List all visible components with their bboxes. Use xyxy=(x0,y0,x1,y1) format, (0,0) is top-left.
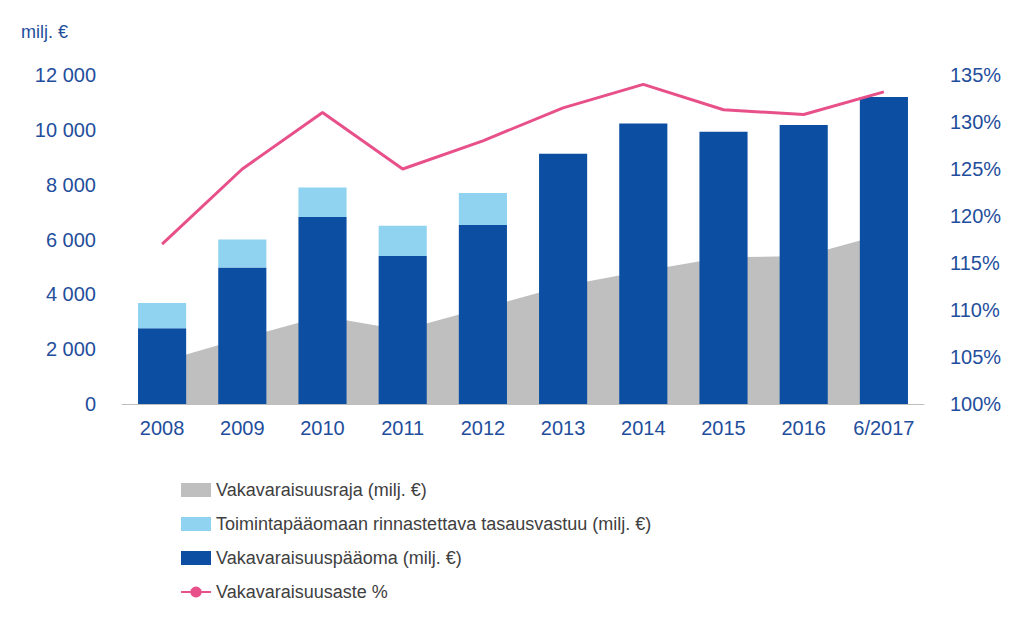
svg-text:2013: 2013 xyxy=(541,417,586,439)
svg-text:2016: 2016 xyxy=(781,417,826,439)
svg-text:115%: 115% xyxy=(950,252,1000,274)
svg-text:Vakavaraisuuspääoma (milj. €): Vakavaraisuuspääoma (milj. €) xyxy=(216,548,462,568)
svg-text:2015: 2015 xyxy=(701,417,746,439)
svg-text:2 000: 2 000 xyxy=(46,338,96,360)
svg-text:6 000: 6 000 xyxy=(46,229,96,251)
svg-text:Vakavaraisuusaste %: Vakavaraisuusaste % xyxy=(216,582,388,602)
svg-text:Vakavaraisuusraja (milj. €): Vakavaraisuusraja (milj. €) xyxy=(216,480,427,500)
svg-text:8 000: 8 000 xyxy=(46,174,96,196)
svg-text:2010: 2010 xyxy=(300,417,345,439)
svg-text:2012: 2012 xyxy=(461,417,506,439)
svg-text:2008: 2008 xyxy=(140,417,185,439)
svg-text:2014: 2014 xyxy=(621,417,666,439)
svg-text:120%: 120% xyxy=(950,205,1001,227)
svg-text:135%: 135% xyxy=(950,64,1001,86)
svg-text:milj. €: milj. € xyxy=(21,22,68,42)
svg-text:130%: 130% xyxy=(950,111,1001,133)
svg-text:6/2017: 6/2017 xyxy=(853,417,914,439)
svg-text:2011: 2011 xyxy=(381,417,424,439)
svg-text:110%: 110% xyxy=(950,299,1000,321)
svg-text:125%: 125% xyxy=(950,158,1001,180)
svg-text:Toimintapääomaan rinnastettava: Toimintapääomaan rinnastettava tasausvas… xyxy=(216,514,651,534)
svg-text:2009: 2009 xyxy=(220,417,264,439)
svg-text:0: 0 xyxy=(85,393,96,415)
svg-text:12 000: 12 000 xyxy=(35,64,96,86)
svg-text:4 000: 4 000 xyxy=(46,283,96,305)
svg-text:105%: 105% xyxy=(950,346,1001,368)
svg-text:100%: 100% xyxy=(950,393,1001,415)
svg-text:10 000: 10 000 xyxy=(35,119,96,141)
